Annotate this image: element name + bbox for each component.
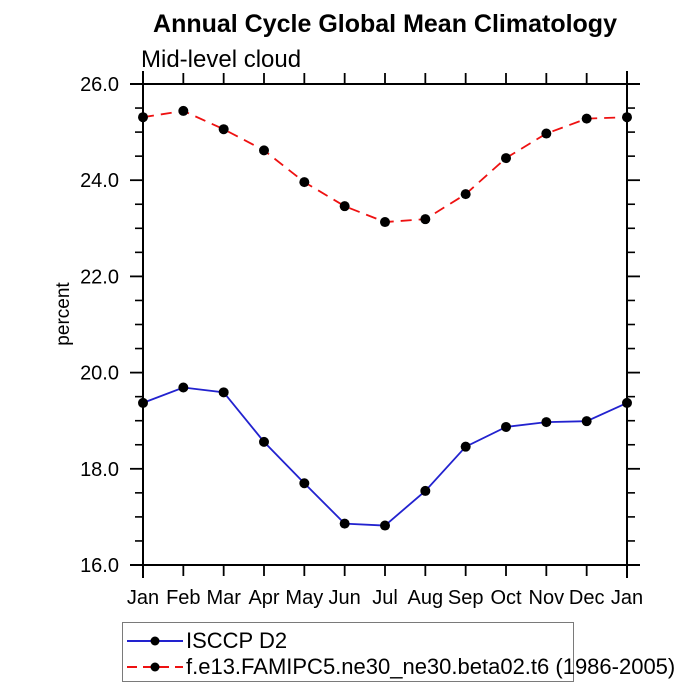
series-line-isccp [142,386,628,527]
y-tick-label: 26.0 [80,74,119,96]
legend-line-dashed-icon [127,662,183,672]
data-point-marker [460,189,471,200]
data-point-marker [178,105,189,116]
data-point-marker [501,421,511,432]
legend-box: ISCCP D2 f.e13.FAMIPC5.ne30_ne30.beta02.… [122,622,675,682]
legend-label-model: f.e13.FAMIPC5.ne30_ne30.beta02.t6 (1986-… [186,654,676,679]
data-point-marker [622,112,632,123]
data-point-marker [259,145,269,156]
series-line-model [142,110,628,223]
x-tick-label: Dec [569,587,605,609]
data-point-marker [541,128,552,139]
x-tick-label: Jun [329,587,361,609]
data-point-marker [339,201,350,212]
x-tick-label: Mar [206,587,241,609]
data-point-marker [339,518,350,529]
data-point-marker [218,124,229,135]
x-tick-label: Jul [372,587,398,609]
data-point-marker [178,382,189,393]
data-point-marker [218,387,229,398]
data-point-marker [138,397,148,408]
x-tick-label: Aug [408,587,444,609]
data-point-marker [299,177,310,188]
x-tick-label: Nov [529,587,565,609]
x-tick-label: Oct [490,587,522,609]
x-tick-label: Jan [611,587,643,609]
legend-item-observation: ISCCP D2 [126,628,573,654]
legend-line-solid-icon [127,636,183,646]
data-point-marker [460,441,471,452]
x-tick-label: Jan [127,587,159,609]
data-point-marker [581,113,592,124]
x-tick-label: May [285,587,323,609]
data-point-marker [380,520,390,531]
y-tick-label: 24.0 [80,170,119,192]
y-tick-label: 20.0 [80,363,119,385]
data-point-marker [501,153,511,164]
legend-item-model: f.e13.FAMIPC5.ne30_ne30.beta02.t6 (1986-… [126,654,675,680]
chart-subtitle: Mid-level cloud [141,46,302,73]
x-tick-label: Apr [248,587,279,609]
data-point-marker [541,417,552,428]
data-point-marker [380,217,390,228]
data-point-marker [138,112,148,123]
y-tick-label: 16.0 [80,555,119,577]
data-point-marker [420,485,431,496]
data-point-marker [299,478,310,489]
y-tick-label: 18.0 [80,459,119,481]
data-point-marker [622,397,632,408]
x-tick-label: Sep [448,587,484,609]
legend-label-observation: ISCCP D2 [186,628,288,653]
data-point-marker [259,436,269,447]
y-tick-label: 22.0 [80,266,119,288]
data-point-marker [420,214,431,225]
x-tick-label: Feb [166,587,200,609]
chart-title: Annual Cycle Global Mean Climatology [153,10,617,38]
data-point-marker [581,416,592,427]
